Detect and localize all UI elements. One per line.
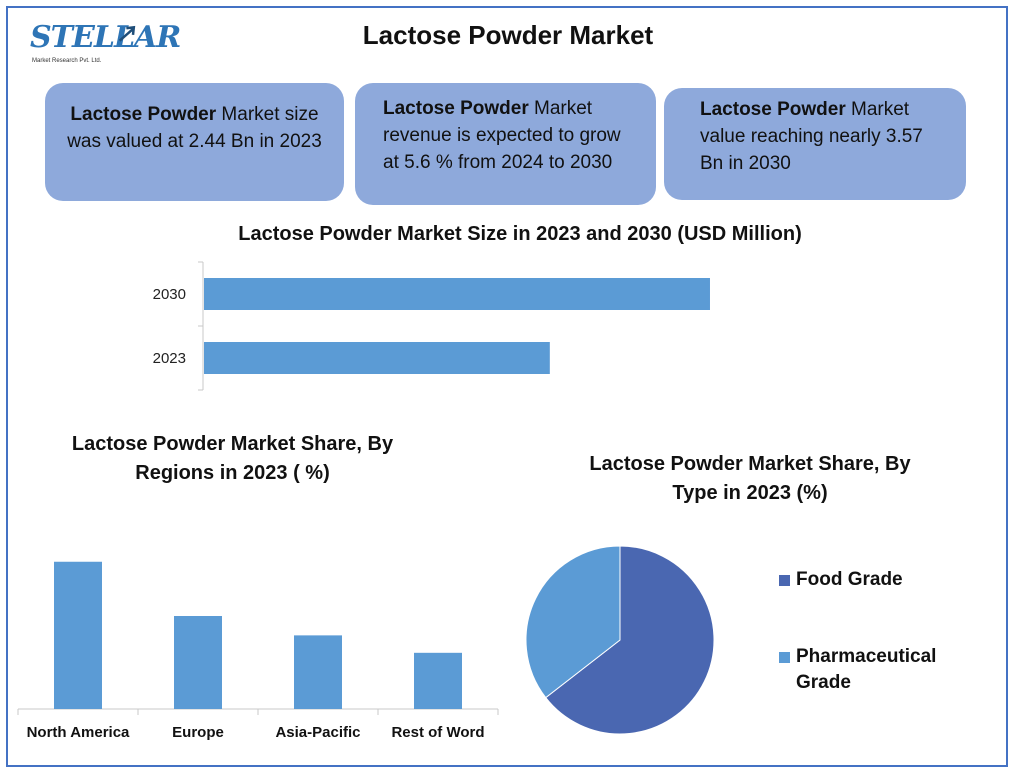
logo-wordmark: STELLAR xyxy=(30,20,181,55)
hbar-tick-label: 2023 xyxy=(153,350,186,367)
legend-label-pharmaceutical-grade: Pharmaceutical Grade xyxy=(796,646,937,693)
page-frame xyxy=(6,6,1008,767)
region-bar-rest-of-word xyxy=(414,652,462,709)
hbar-chart-title: Lactose Powder Market Size in 2023 and 2… xyxy=(238,223,802,245)
card-bold: Lactose Powder xyxy=(383,98,529,119)
card-bold: Lactose Powder xyxy=(700,99,846,120)
stat-card-forecast: Lactose Powder Market value reaching nea… xyxy=(664,88,966,200)
legend-label-food-grade: Food Grade xyxy=(796,569,903,590)
legend-swatch-food-grade xyxy=(779,575,790,586)
stat-card-market-size: Lactose Powder Market size was valued at… xyxy=(45,83,344,201)
arrow-icon xyxy=(118,25,136,42)
region-tick-label: Asia-Pacific xyxy=(275,724,360,741)
region-chart-title: Lactose Powder Market Share, By Regions … xyxy=(71,433,394,484)
card-text: Market size was valued at 2.44 Bn in 202… xyxy=(67,104,322,152)
region-tick-label: Rest of Word xyxy=(391,724,484,741)
card-text: Market value reaching nearly 3.57 Bn in … xyxy=(700,99,923,174)
region-bar-north-america xyxy=(54,561,102,709)
hbar-bar-2030 xyxy=(204,278,710,310)
region-tick-label: North America xyxy=(27,724,130,741)
hbar-bar-2023 xyxy=(204,342,550,374)
pie-slice-pharmaceutical-grade xyxy=(525,545,621,699)
brand-logo: STELLAR Market Research Pvt. Ltd. xyxy=(30,20,181,72)
legend-swatch-pharmaceutical-grade xyxy=(779,652,790,663)
region-tick-label: Europe xyxy=(172,724,224,741)
card-text: Market revenue is expected to grow at 5.… xyxy=(383,98,621,173)
region-bar-europe xyxy=(174,616,222,709)
hbar-tick-label: 2030 xyxy=(153,286,186,303)
page-title: Lactose Powder Market xyxy=(362,20,654,50)
logo-subtitle: Market Research Pvt. Ltd. xyxy=(32,58,102,64)
pie-slice-food-grade xyxy=(545,545,715,735)
stat-card-growth: Lactose Powder Market revenue is expecte… xyxy=(355,83,656,205)
region-bar-asia-pacific xyxy=(294,635,342,709)
type-chart-title: Lactose Powder Market Share, By Type in … xyxy=(589,453,911,504)
card-bold: Lactose Powder xyxy=(70,104,217,125)
